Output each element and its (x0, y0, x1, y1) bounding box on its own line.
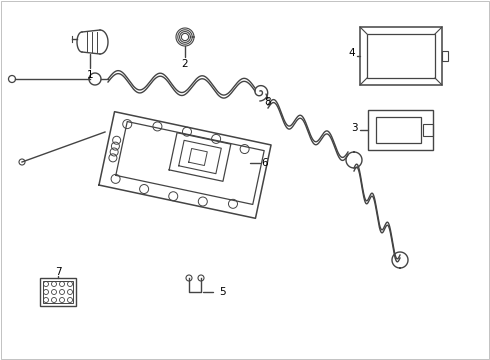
Bar (367, 34, 435, 78)
Text: 6: 6 (262, 158, 268, 168)
Text: 3: 3 (351, 123, 358, 133)
Bar (423, 124, 433, 136)
Text: 2: 2 (182, 59, 188, 69)
Text: 7: 7 (55, 267, 61, 277)
Text: 1: 1 (87, 70, 93, 80)
Bar (376, 117, 421, 143)
Bar (442, 51, 448, 61)
Bar (360, 27, 442, 85)
Bar (43, 281, 73, 303)
Text: 5: 5 (219, 287, 225, 297)
Bar (40, 278, 76, 306)
Bar (368, 110, 433, 150)
Text: 8: 8 (265, 97, 271, 107)
Text: 4: 4 (348, 48, 355, 58)
